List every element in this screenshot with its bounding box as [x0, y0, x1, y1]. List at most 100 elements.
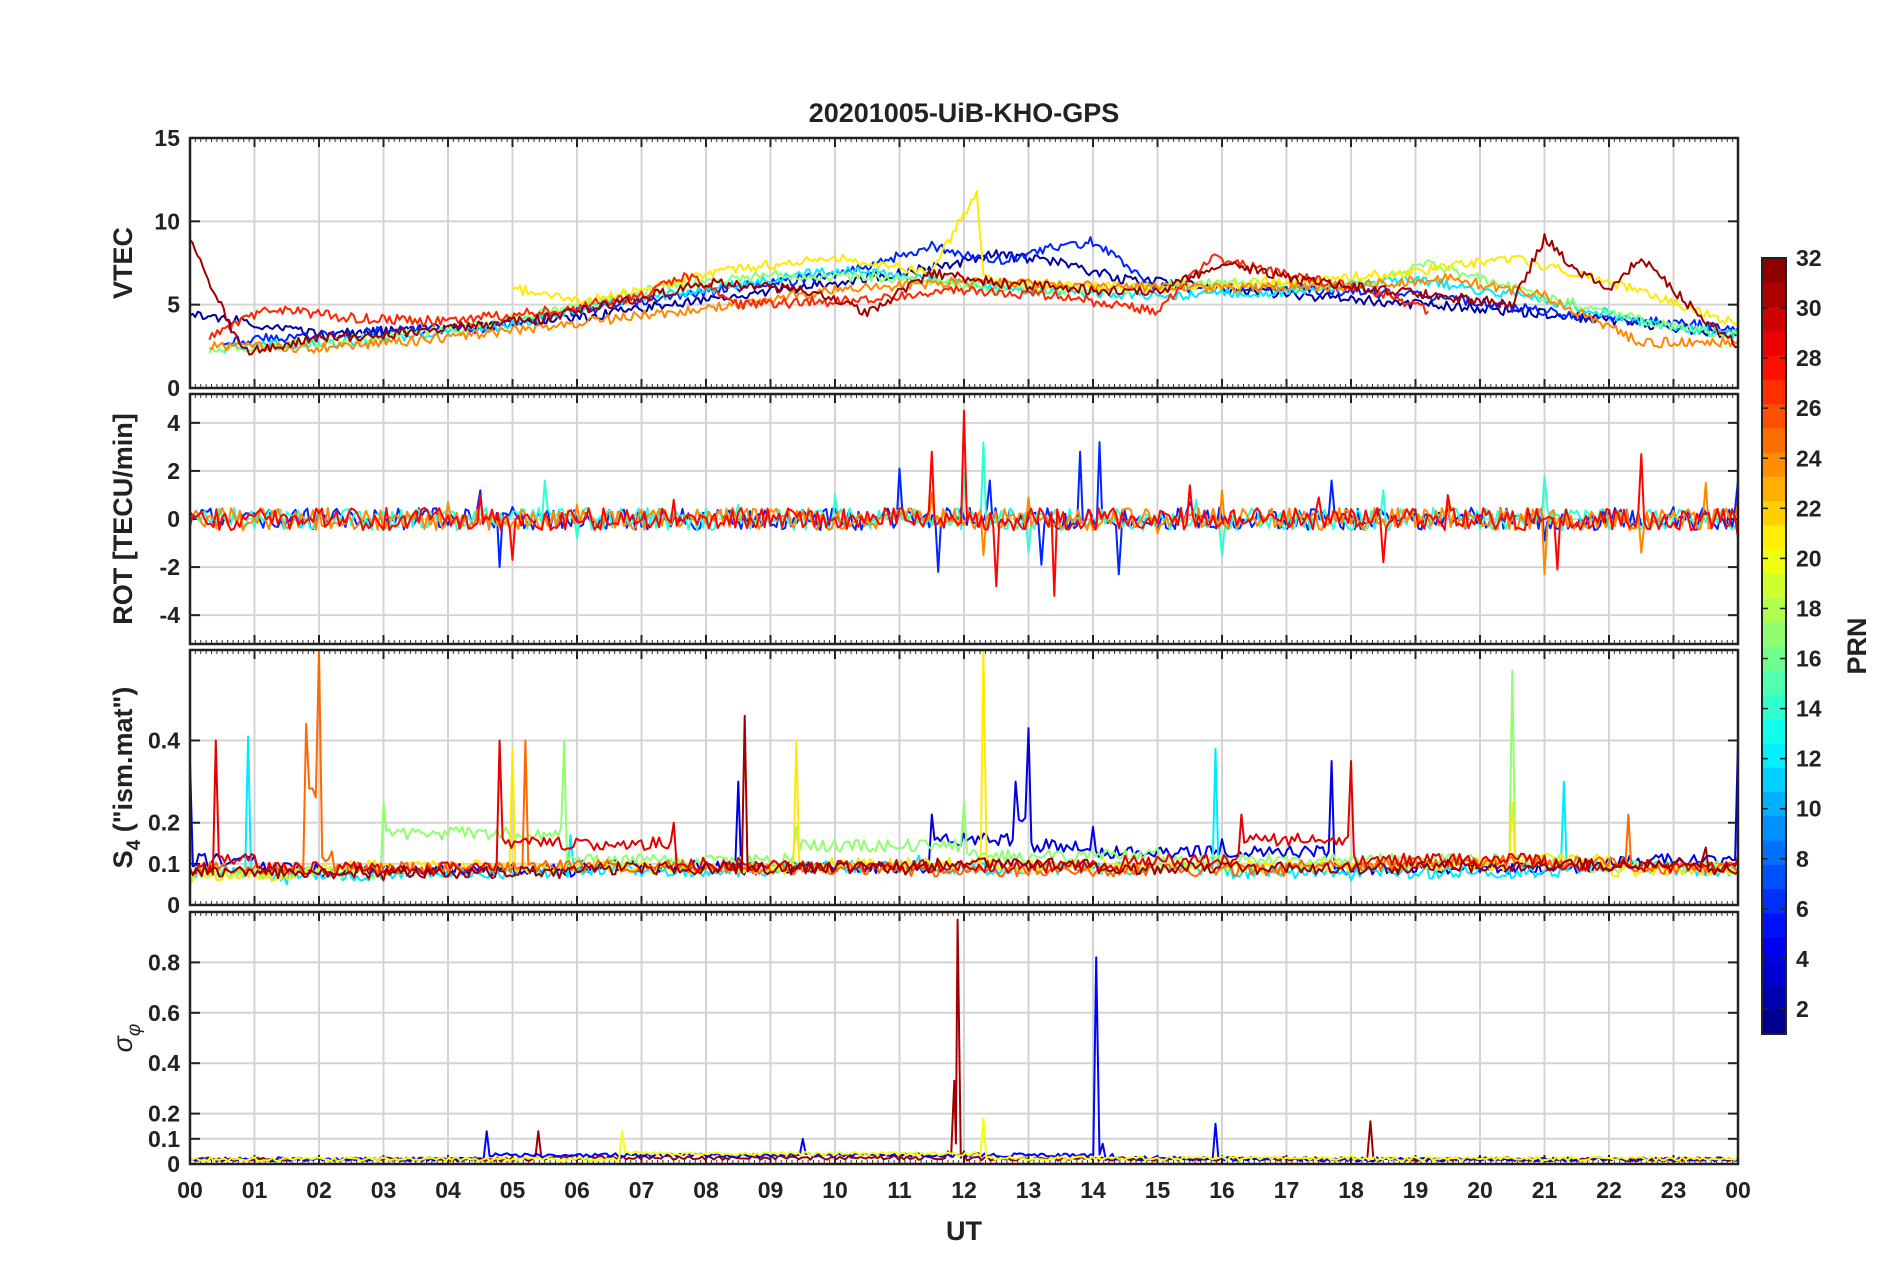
- y-tick-label: 0: [167, 892, 180, 918]
- series-line-prn-14: [190, 441, 1738, 557]
- series-group: [190, 409, 1738, 597]
- colorbar-swatch: [1762, 306, 1786, 332]
- colorbar-tick-label: 8: [1796, 846, 1809, 872]
- colorbar-tick-label: 12: [1796, 746, 1822, 772]
- y-tick-label: 0.6: [148, 1000, 180, 1026]
- colorbar-swatch: [1762, 403, 1786, 429]
- colorbar-tick-label: 30: [1796, 295, 1822, 321]
- colorbar-swatch: [1762, 476, 1786, 502]
- x-tick-label: 12: [951, 1177, 977, 1203]
- x-tick-label: 16: [1209, 1177, 1235, 1203]
- colorbar-swatch: [1762, 791, 1786, 817]
- x-tick-label: 13: [1016, 1177, 1042, 1203]
- colorbar-swatch: [1762, 330, 1786, 356]
- series-group: [190, 190, 1738, 356]
- colorbar-swatch: [1762, 888, 1786, 914]
- y-axis-label: VTEC: [108, 227, 138, 299]
- colorbar-swatch: [1762, 670, 1786, 696]
- x-tick-label: 02: [306, 1177, 332, 1203]
- y-tick-label: -4: [160, 602, 181, 628]
- series-line-prn-27: [208, 253, 1430, 341]
- x-tick-label: 06: [564, 1177, 590, 1203]
- colorbar-swatch: [1762, 961, 1786, 987]
- x-tick-label: 03: [371, 1177, 397, 1203]
- y-tick-label: 10: [154, 208, 180, 234]
- y-tick-label: 0.1: [148, 851, 180, 877]
- y-tick-label: 0.8: [148, 949, 180, 975]
- x-tick-label: 11: [887, 1177, 912, 1203]
- y-tick-label: 0.2: [148, 810, 180, 836]
- colorbar-label: PRN: [1842, 617, 1872, 674]
- colorbar-swatch: [1762, 937, 1786, 962]
- x-tick-label: 19: [1403, 1177, 1429, 1203]
- y-axis-label-rest: ("ism.mat"): [108, 687, 138, 840]
- colorbar-swatch: [1762, 1009, 1786, 1035]
- colorbar-swatch: [1762, 840, 1786, 865]
- x-tick-label: 05: [500, 1177, 526, 1203]
- y-tick-label: 5: [167, 292, 180, 318]
- colorbar-tick-label: 4: [1796, 946, 1809, 972]
- x-tick-label: 14: [1080, 1177, 1106, 1203]
- colorbar-swatch: [1762, 500, 1786, 526]
- colorbar-tick-label: 20: [1796, 545, 1822, 571]
- colorbar-swatch: [1762, 864, 1786, 890]
- colorbar-swatch: [1762, 718, 1786, 744]
- colorbar-tick-label: 2: [1796, 996, 1809, 1022]
- series-line-prn-31: [190, 714, 1738, 882]
- x-tick-label: 07: [629, 1177, 655, 1203]
- colorbar-swatch: [1762, 621, 1786, 647]
- x-tick-label: 23: [1661, 1177, 1687, 1203]
- panel-frame: [188, 910, 1740, 1166]
- colorbar-swatch: [1762, 379, 1786, 405]
- x-tick-label: 09: [758, 1177, 784, 1203]
- panel-frame: [188, 648, 1740, 907]
- y-axis-label: S4 ("ism.mat"): [108, 687, 145, 869]
- panel-rot: -4 -2 0 2 4 ROT [TECU/min]: [108, 392, 1740, 646]
- y-axis-label-main: σ: [108, 1034, 138, 1052]
- colorbar-swatch: [1762, 573, 1786, 599]
- y-tick-label: 0.4: [148, 1050, 180, 1076]
- colorbar-swatch: [1762, 815, 1786, 841]
- panel-sigma: 00.10.2 0.4 0.6 0.8 σφ: [108, 910, 1740, 1177]
- colorbar-tick-label: 26: [1796, 395, 1822, 421]
- y-tick-label: 2: [167, 458, 180, 484]
- colorbar-swatch: [1762, 524, 1786, 550]
- y-tick-label: 4: [167, 410, 180, 436]
- series-line-prn-29: [190, 739, 1738, 876]
- x-tick-label: 04: [435, 1177, 461, 1203]
- y-tick-label: 0: [167, 375, 180, 401]
- y-tick-label: 0.4: [148, 727, 180, 753]
- series-line-prn-28: [190, 409, 1738, 597]
- colorbar-tick-label: 28: [1796, 345, 1822, 371]
- series-line-prn-17: [208, 259, 1738, 354]
- colorbar-swatch: [1762, 355, 1786, 380]
- colorbar-swatch: [1762, 282, 1786, 308]
- y-tick-label: -2: [160, 554, 180, 580]
- x-tick-label: 17: [1274, 1177, 1300, 1203]
- x-tick-label: 18: [1338, 1177, 1364, 1203]
- colorbar-swatch: [1762, 597, 1786, 623]
- series-line-prn-31: [190, 233, 1738, 356]
- y-tick-label: 0.1: [148, 1126, 180, 1152]
- colorbar-swatch: [1762, 549, 1786, 574]
- colorbar-frame: [1761, 257, 1787, 1035]
- colorbar-swatch: [1762, 258, 1786, 283]
- x-tick-label: 10: [822, 1177, 848, 1203]
- y-tick-label: 0.2: [148, 1101, 180, 1127]
- colorbar-tick-label: 18: [1796, 595, 1822, 621]
- colorbar-tick-label: 10: [1796, 796, 1822, 822]
- x-tick-label: 08: [693, 1177, 719, 1203]
- colorbar-swatch: [1762, 985, 1786, 1011]
- y-axis-label-subscript: 4: [124, 839, 145, 850]
- series-line-prn-24: [209, 272, 1738, 354]
- series-group: [190, 650, 1738, 886]
- panel-frame: [188, 392, 1740, 646]
- x-tick-label: 00: [177, 1177, 203, 1203]
- colorbar-swatch: [1762, 912, 1786, 938]
- panel-vtec: 0 5 10 15 VTEC: [108, 125, 1740, 401]
- colorbar-tick-label: 32: [1796, 245, 1822, 271]
- colorbar-swatch: [1762, 743, 1786, 768]
